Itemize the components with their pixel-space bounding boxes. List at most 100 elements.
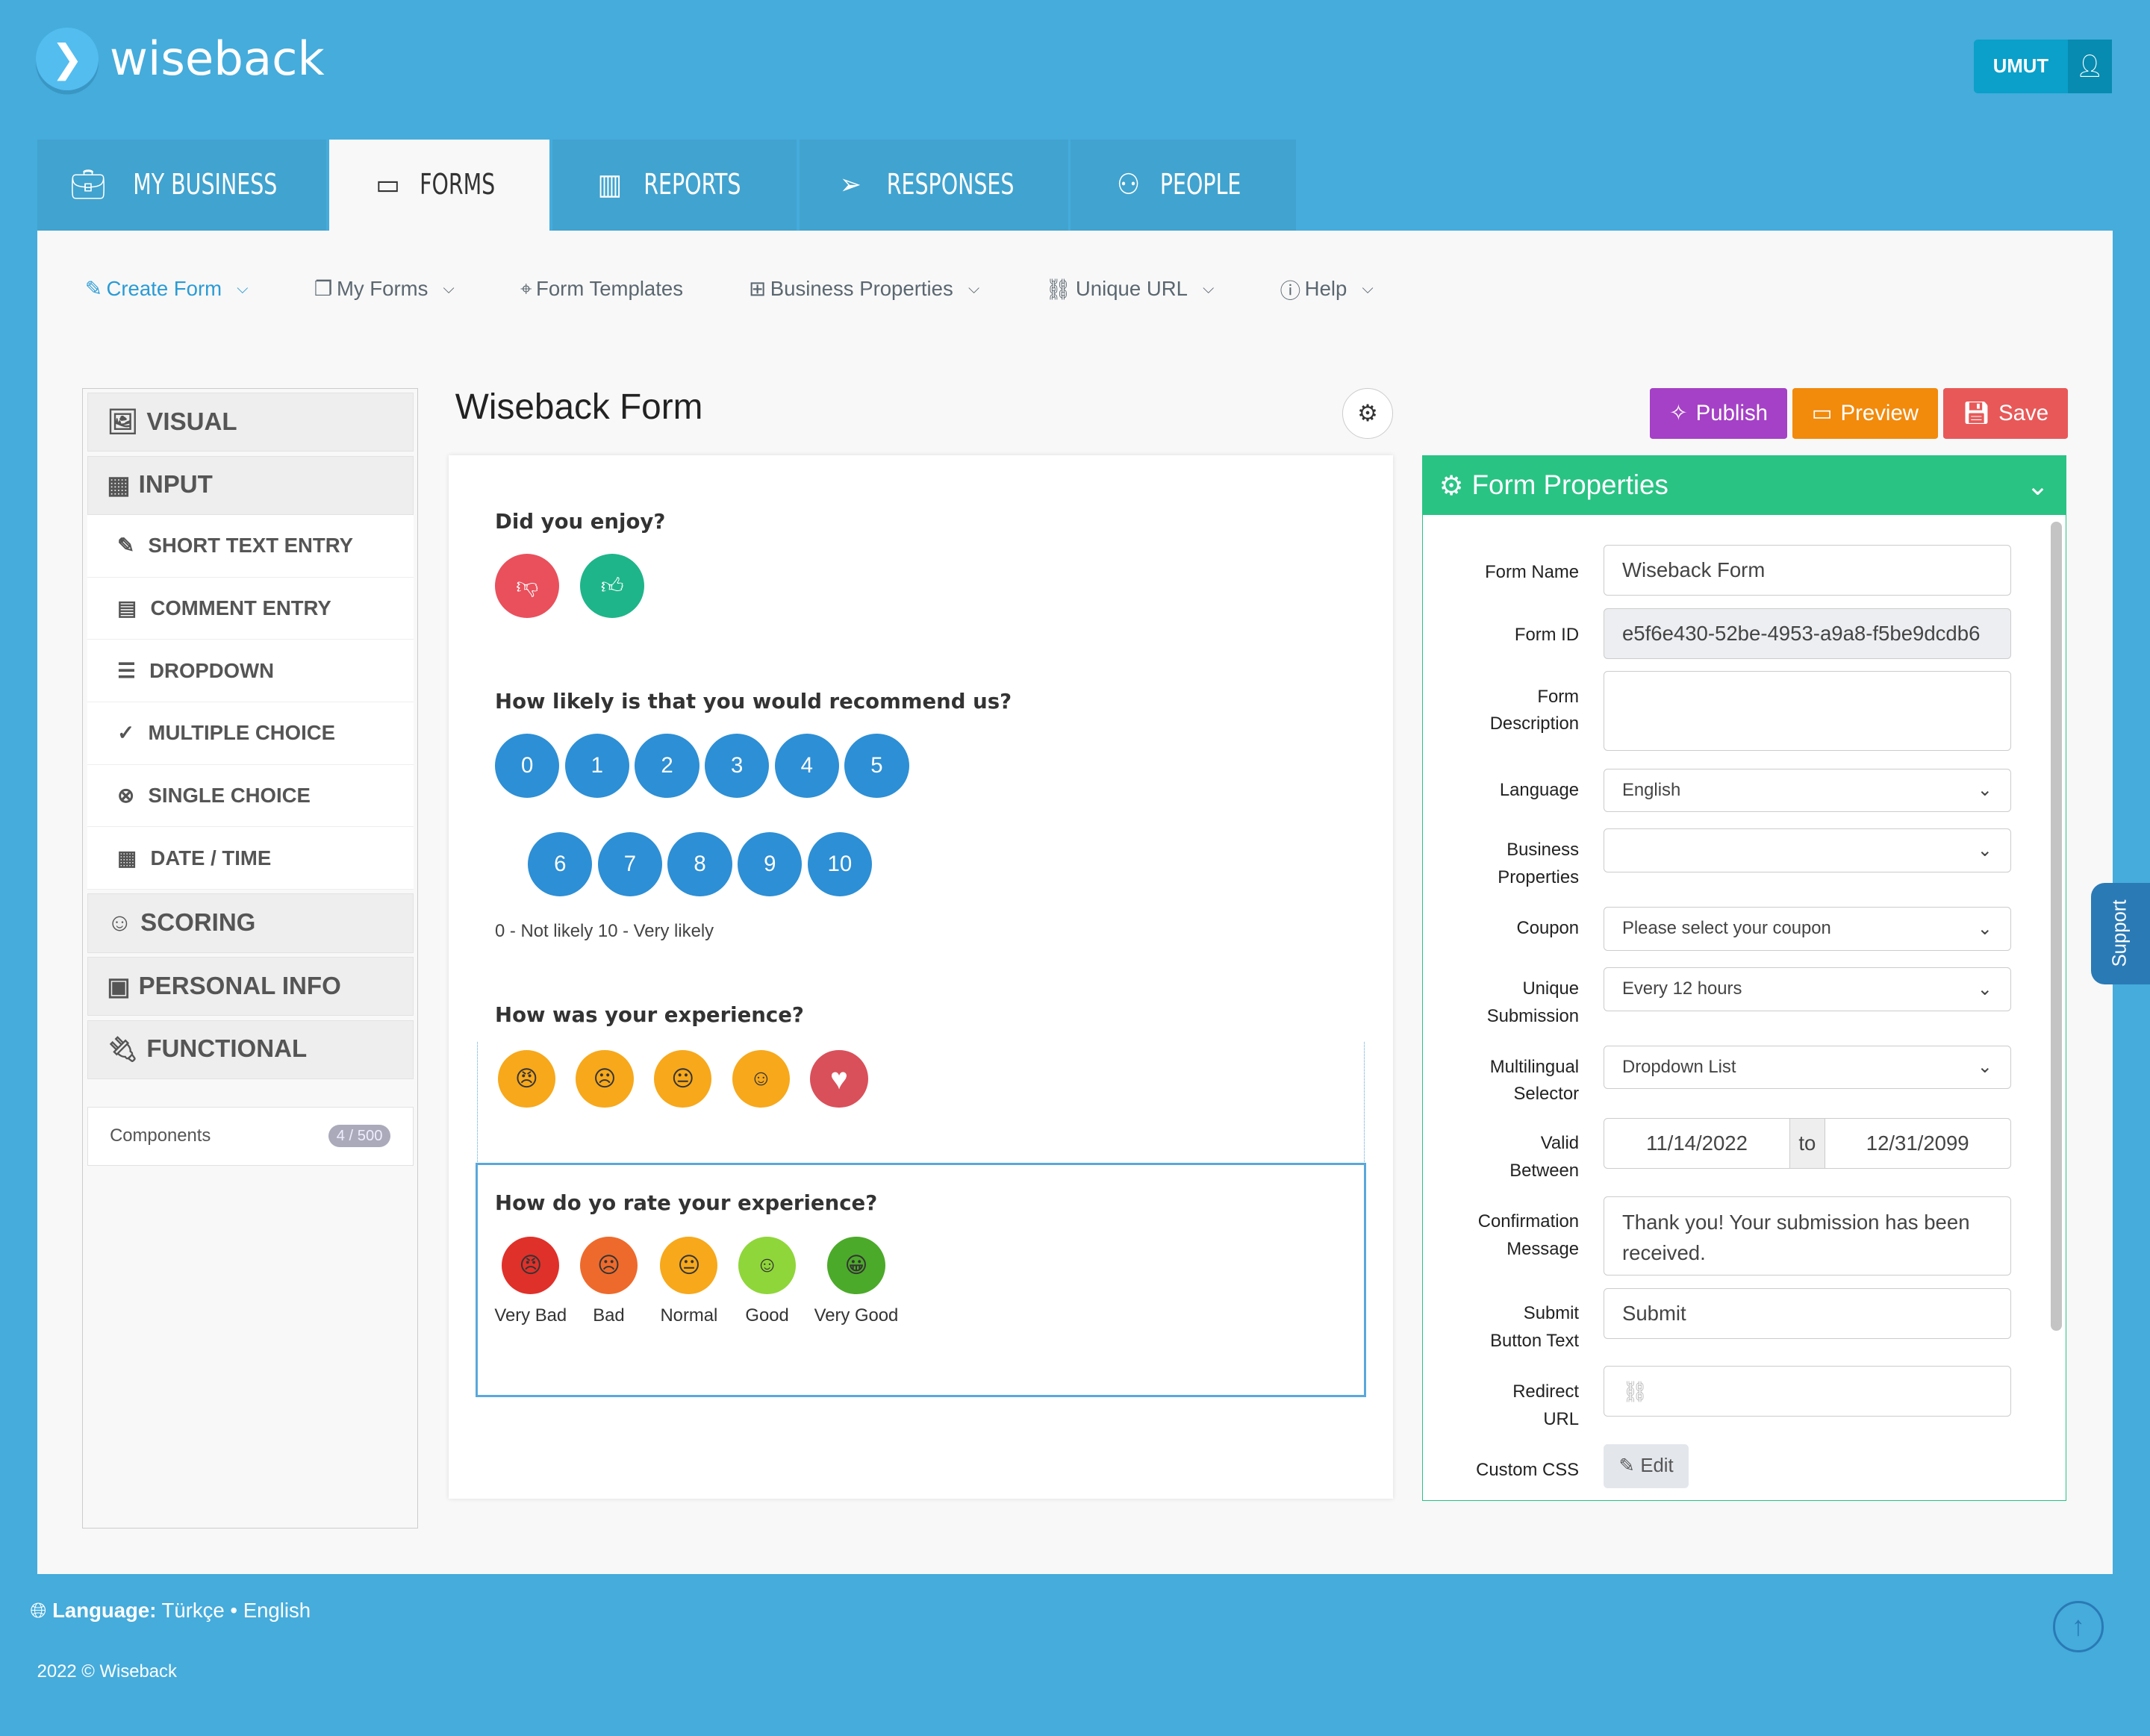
nps-option[interactable]: 6: [528, 831, 593, 897]
rating-face-icon: ☺: [738, 1236, 797, 1294]
nps-option[interactable]: 9: [738, 831, 803, 897]
chevron-down-icon: ⌄: [1977, 978, 1992, 999]
rating-option[interactable]: 😠︎ Very Bad: [493, 1236, 567, 1326]
heart-icon[interactable]: ♥: [810, 1049, 868, 1108]
item-comment[interactable]: ▤ COMMENT ENTRY: [87, 577, 414, 640]
unique-url-menu[interactable]: ⛓︎ Unique URL ⌵: [1045, 277, 1215, 301]
submit-button-text-input[interactable]: Submit: [1604, 1287, 2011, 1339]
group-functional[interactable]: 🔌︎ FUNCTIONAL: [87, 1020, 414, 1079]
coupon-select[interactable]: Please select your coupon ⌄: [1604, 907, 2011, 951]
nps-option[interactable]: 1: [564, 733, 629, 798]
chevron-down-icon: ⌵: [443, 280, 455, 297]
tab-forms[interactable]: ▭ FORMS: [328, 140, 550, 231]
components-counter: Components 4 / 500: [87, 1106, 414, 1166]
floppy-icon: 💾︎: [1962, 400, 1991, 425]
rating-option[interactable]: ☹ Bad: [567, 1236, 649, 1326]
valid-from-input[interactable]: 11/14/2022: [1646, 1131, 1748, 1155]
experience-faces: 😠︎ ☹ 😐︎ ☺ ♥: [497, 1049, 868, 1108]
business-properties-select[interactable]: ⌄: [1604, 828, 2011, 873]
nps-option[interactable]: 5: [844, 733, 909, 798]
valid-to-input[interactable]: 12/31/2099: [1866, 1131, 1969, 1155]
scroll-to-top-button[interactable]: ↑: [2052, 1601, 2104, 1652]
group-visual[interactable]: 🖼︎ VISUAL: [87, 393, 414, 452]
preview-button[interactable]: ▭ Preview: [1792, 387, 1938, 439]
valid-between-range: 11/14/2022 to 12/31/2099: [1604, 1117, 2011, 1169]
custom-css-label: Custom CSS: [1476, 1459, 1580, 1480]
globe-icon: 🌐︎: [30, 1598, 47, 1622]
group-personal-info[interactable]: ▣ PERSONAL INFO: [87, 957, 414, 1017]
chevron-down-icon: ⌄: [1977, 840, 1992, 861]
create-form-menu[interactable]: ✎ Create Form ⌵: [84, 277, 249, 301]
angry-face-icon[interactable]: 😠︎: [497, 1049, 555, 1108]
rating-option[interactable]: 😀︎ Very Good: [806, 1236, 906, 1326]
chevron-down-icon: ⌄: [1977, 918, 1992, 939]
nps-option[interactable]: 2: [635, 733, 699, 798]
form-properties-header[interactable]: ⚙ Form Properties ⌄: [1422, 455, 2066, 515]
language-select[interactable]: English ⌄: [1604, 768, 2011, 813]
logo[interactable]: ❯ wiseback: [35, 27, 325, 91]
user-icon: 👤︎: [2067, 40, 2112, 93]
scrollbar[interactable]: [2050, 521, 2062, 1331]
thumbs-up-button[interactable]: 👍︎: [579, 554, 645, 619]
tab-my-business[interactable]: 💼︎ MY BUSINESS: [37, 140, 327, 231]
confirmation-message-input[interactable]: Thank you! Your submission has been rece…: [1604, 1196, 2011, 1276]
files-icon: ❐: [314, 277, 333, 301]
item-single-choice[interactable]: ⊗ SINGLE CHOICE: [87, 764, 414, 828]
item-short-text[interactable]: ✎ SHORT TEXT ENTRY: [87, 515, 414, 578]
arrow-up-icon: ↑: [2071, 1611, 2085, 1642]
comment-icon: ▤: [117, 596, 137, 620]
my-forms-menu[interactable]: ❐ My Forms ⌵: [314, 277, 455, 301]
image-icon: 🖼︎: [107, 408, 139, 437]
support-tab[interactable]: Support: [2090, 882, 2150, 984]
question-rate: How do yo rate your experience?: [495, 1191, 878, 1216]
nps-option[interactable]: 7: [597, 831, 663, 897]
help-menu[interactable]: ⓘ Help ⌵: [1280, 274, 1374, 304]
nps-option[interactable]: 0: [495, 733, 560, 798]
lang-turkish-link[interactable]: Türkçe: [161, 1598, 225, 1622]
item-multiple-choice[interactable]: ✓ MULTIPLE CHOICE: [87, 702, 414, 765]
rating-option[interactable]: ☺ Good: [728, 1236, 806, 1326]
custom-css-edit-button[interactable]: ✎ Edit: [1604, 1444, 1689, 1488]
logo-icon: ❯: [35, 27, 99, 91]
component-sidebar: 🖼︎ VISUAL ▦ INPUT ✎ SHORT TEXT ENTRY ▤ COMME…: [82, 387, 419, 1529]
multilingual-selector-select[interactable]: Dropdown List ⌄: [1604, 1045, 2011, 1090]
nps-option[interactable]: 10: [807, 831, 873, 897]
business-properties-menu[interactable]: ⊞ Business Properties ⌵: [749, 277, 980, 301]
form-templates-link[interactable]: ⌖ Form Templates: [520, 276, 684, 301]
tab-reports[interactable]: ▥ REPORTS: [552, 140, 797, 231]
thumbs-down-button[interactable]: 👎︎: [495, 554, 560, 619]
publish-button[interactable]: ✧ Publish: [1650, 387, 1787, 439]
rating-options: 😠︎ Very Bad ☹ Bad 😐︎ Normal ☺ Good 😀︎ Very Good: [493, 1236, 906, 1326]
form-description-input[interactable]: [1604, 671, 2011, 751]
table-icon: ▦: [107, 472, 131, 500]
form-name-label: Form Name: [1485, 561, 1580, 582]
submit-button-text-label: Submit Button Text: [1490, 1303, 1580, 1351]
form-name-input[interactable]: Wiseback Form: [1604, 545, 2011, 596]
nps-option[interactable]: 3: [705, 733, 770, 798]
tab-people[interactable]: ⚇ PEOPLE: [1071, 140, 1296, 231]
save-button[interactable]: 💾︎ Save: [1943, 387, 2068, 439]
unique-submission-select[interactable]: Every 12 hours ⌄: [1604, 967, 2011, 1011]
form-settings-button[interactable]: ⚙: [1342, 387, 1394, 439]
nps-option[interactable]: 4: [774, 733, 839, 798]
footer-language: 🌐︎ Language: Türkçe • English: [30, 1598, 311, 1622]
rating-option[interactable]: 😐︎ Normal: [650, 1236, 729, 1326]
user-menu[interactable]: UMUT 👤︎: [1974, 40, 2112, 93]
nps-option[interactable]: 8: [667, 831, 732, 897]
selected-question-block[interactable]: [476, 1162, 1366, 1398]
group-input[interactable]: ▦ INPUT: [87, 455, 414, 516]
to-separator: to: [1789, 1118, 1825, 1168]
monitor-icon: ▭: [1811, 401, 1833, 426]
redirect-url-input[interactable]: ⛓︎: [1604, 1366, 2011, 1417]
item-dropdown[interactable]: ☰ DROPDOWN: [87, 640, 414, 702]
lang-english-link[interactable]: English: [243, 1598, 311, 1622]
item-date-time[interactable]: ▦ DATE / TIME: [87, 827, 414, 890]
group-scoring[interactable]: ☺ SCORING: [87, 893, 414, 953]
frown-face-icon[interactable]: ☹: [576, 1049, 634, 1108]
chevron-down-icon: ⌄: [1977, 1057, 1992, 1078]
tab-responses[interactable]: ➢ RESPONSES: [799, 140, 1068, 231]
neutral-face-icon[interactable]: 😐︎: [654, 1049, 712, 1108]
copyright: 2022 © Wiseback: [37, 1661, 177, 1682]
smile-face-icon[interactable]: ☺: [732, 1049, 790, 1108]
main-tabs: 💼︎ MY BUSINESS ▭ FORMS ▥ REPORTS ➢ RESPONSES…: [37, 140, 1299, 231]
